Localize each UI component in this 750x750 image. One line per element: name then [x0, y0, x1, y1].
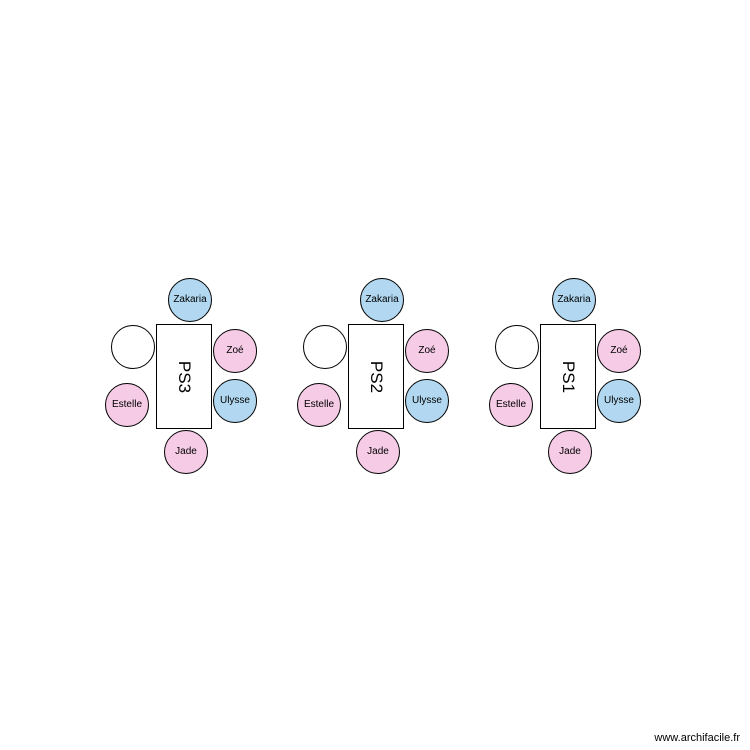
seat-ps2-0: Zakaria: [360, 278, 404, 322]
table-label-ps3: PS3: [174, 360, 194, 392]
seat-ps2-5: Jade: [356, 430, 400, 474]
seat-ps1-5: Jade: [548, 430, 592, 474]
table-ps1: PS1: [540, 324, 596, 429]
watermark: www.archifacile.fr: [654, 732, 740, 744]
seat-ps3-0: Zakaria: [168, 278, 212, 322]
seat-ps3-3: Estelle: [105, 383, 149, 427]
seat-ps1-0: Zakaria: [552, 278, 596, 322]
seat-ps1-3: Estelle: [489, 383, 533, 427]
table-ps2: PS2: [348, 324, 404, 429]
seat-ps2-3: Estelle: [297, 383, 341, 427]
seat-ps2-1: [303, 325, 347, 369]
seat-ps2-4: Ulysse: [405, 379, 449, 423]
seat-ps1-2: Zoé: [597, 329, 641, 373]
table-label-ps1: PS1: [558, 360, 578, 392]
seat-ps2-2: Zoé: [405, 329, 449, 373]
seat-ps3-5: Jade: [164, 430, 208, 474]
seat-ps1-1: [495, 325, 539, 369]
seat-ps3-1: [111, 325, 155, 369]
seat-ps3-4: Ulysse: [213, 379, 257, 423]
seat-ps1-4: Ulysse: [597, 379, 641, 423]
seating-plan-canvas: PS3ZakariaZoéEstelleUlysseJadePS2Zakaria…: [0, 0, 750, 750]
table-label-ps2: PS2: [366, 360, 386, 392]
seat-ps3-2: Zoé: [213, 329, 257, 373]
table-ps3: PS3: [156, 324, 212, 429]
